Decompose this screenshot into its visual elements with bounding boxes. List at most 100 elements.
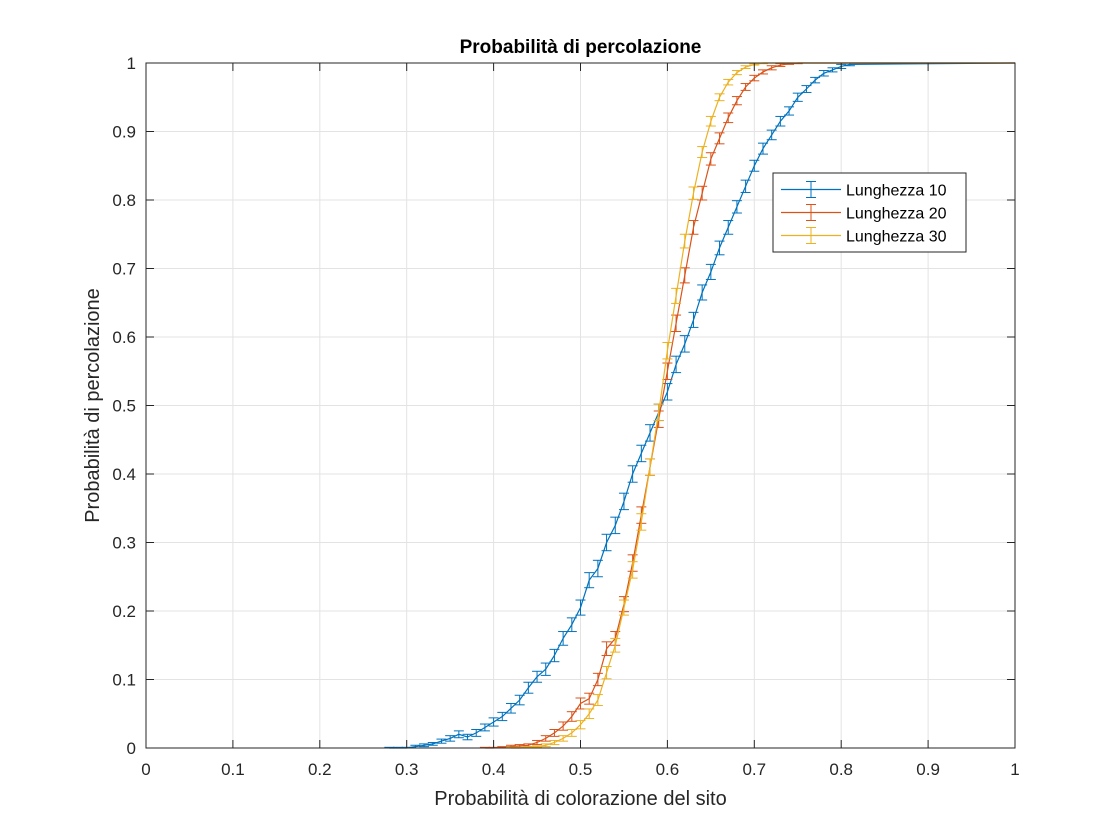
error-bar (549, 648, 560, 663)
error-bar (740, 179, 751, 193)
error-bar (575, 697, 586, 710)
error-bar (679, 335, 690, 353)
error-bar (697, 284, 708, 301)
error-bar (479, 723, 490, 732)
error-bar (731, 200, 742, 214)
error-bar (427, 742, 438, 746)
error-bar (705, 263, 716, 280)
error-bar (740, 83, 751, 91)
error-bar (505, 702, 516, 714)
y-tick-label: 0.1 (112, 671, 136, 690)
x-tick-label: 0.7 (742, 760, 766, 779)
error-bar (514, 694, 525, 706)
error-bar (558, 721, 569, 731)
error-bar (497, 711, 508, 722)
y-tick-label: 0 (127, 739, 136, 758)
error-bar (610, 516, 621, 535)
error-bar (766, 65, 777, 71)
error-bar (688, 311, 699, 328)
legend-item: Lunghezza 20 (781, 204, 947, 223)
error-bar (610, 637, 621, 653)
error-bar (627, 561, 638, 579)
x-tick-label: 0.2 (308, 760, 332, 779)
y-tick-label: 0.9 (112, 123, 136, 142)
error-bar (558, 631, 569, 646)
legend-label: Lunghezza 30 (846, 229, 947, 246)
x-tick-label: 0.3 (395, 760, 419, 779)
error-bar (645, 424, 656, 442)
error-bar (714, 132, 725, 145)
x-tick-label: 1 (1010, 760, 1019, 779)
x-tick-label: 0.4 (482, 760, 506, 779)
error-bar (792, 92, 803, 102)
error-bar (532, 739, 543, 746)
error-bar (740, 65, 751, 69)
error-bar (662, 341, 673, 360)
error-bar (749, 159, 760, 172)
error-bar (818, 70, 829, 77)
legend: Lunghezza 10 Lunghezza 20 Lunghezza 30 (772, 172, 967, 253)
error-bar (662, 362, 673, 380)
error-bar (662, 383, 673, 401)
error-bar (697, 146, 708, 159)
error-bar (592, 559, 603, 578)
error-bar (462, 733, 473, 741)
error-bar (601, 533, 612, 552)
error-bar (627, 465, 638, 483)
error-bar (566, 617, 577, 633)
error-bar (645, 458, 656, 476)
error-bar (549, 739, 560, 746)
error-bar (592, 694, 603, 707)
error-bar (584, 572, 595, 589)
error-bar (731, 70, 742, 76)
error-bar (827, 67, 838, 73)
x-tick-label: 0.8 (829, 760, 853, 779)
error-bar (601, 641, 612, 657)
error-bar (679, 267, 690, 284)
error-bar (671, 287, 682, 304)
y-tick-label: 0.8 (112, 191, 136, 210)
error-bar (757, 69, 768, 75)
x-tick-label: 0 (141, 760, 150, 779)
error-bar (532, 745, 543, 748)
error-bar (714, 93, 725, 102)
legend-label: Lunghezza 20 (846, 206, 947, 223)
error-bar (688, 186, 699, 200)
y-tick-label: 0.7 (112, 260, 136, 279)
error-bar (636, 444, 647, 463)
error-bar (705, 152, 716, 166)
error-bar (540, 662, 551, 676)
legend-label: Lunghezza 10 (846, 183, 947, 200)
error-bar (731, 96, 742, 106)
y-tick-label: 0.4 (112, 465, 136, 484)
error-bar (653, 403, 664, 422)
error-bar (436, 738, 447, 744)
error-bar (566, 711, 577, 722)
error-bar (453, 730, 464, 739)
legend-item: Lunghezza 30 (781, 227, 947, 246)
x-axis-label: Probabilità di colorazione del sito (434, 788, 726, 810)
error-bar (618, 599, 629, 616)
error-bar (636, 513, 647, 531)
error-bar (671, 355, 682, 374)
error-bar (488, 717, 499, 727)
x-tick-label: 0.5 (569, 760, 593, 779)
error-bar (471, 729, 482, 737)
error-bar (558, 735, 569, 742)
error-bar (784, 106, 795, 116)
error-bar (810, 76, 821, 84)
x-tick-label: 0.6 (656, 760, 680, 779)
error-bar (775, 63, 786, 67)
error-bar (714, 240, 725, 256)
error-bar (697, 185, 708, 201)
error-bar (723, 220, 734, 235)
error-bar (705, 115, 716, 127)
x-tick-label: 0.1 (221, 760, 245, 779)
error-bar (723, 78, 734, 86)
error-bar (532, 670, 543, 683)
series-layer (384, 62, 1016, 749)
error-bar (601, 665, 612, 680)
error-bar (523, 681, 534, 694)
error-bar (749, 74, 760, 82)
